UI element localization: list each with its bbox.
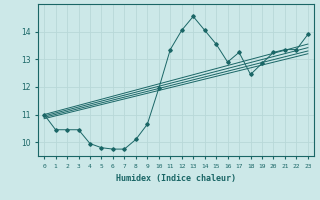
X-axis label: Humidex (Indice chaleur): Humidex (Indice chaleur): [116, 174, 236, 183]
